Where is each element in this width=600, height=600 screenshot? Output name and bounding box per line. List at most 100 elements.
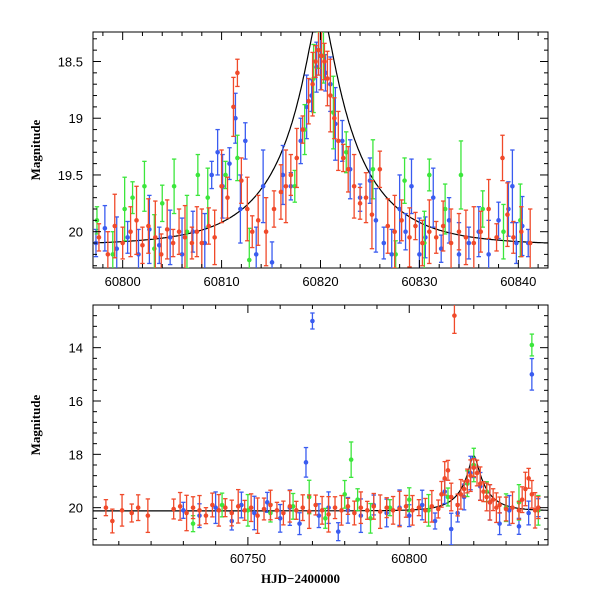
data-point: [212, 209, 217, 266]
data-point: [194, 206, 200, 258]
data-point: [167, 209, 173, 266]
data-point: [358, 491, 364, 525]
data-point: [486, 178, 491, 240]
data-point: [518, 206, 524, 258]
data-point: [445, 459, 451, 481]
data-point: [134, 185, 139, 256]
data-point: [529, 333, 535, 357]
data-point: [427, 199, 432, 265]
data-point: [523, 471, 528, 507]
data-point: [319, 495, 325, 525]
data-point: [255, 497, 260, 535]
data-point: [336, 110, 341, 172]
data-point: [210, 492, 215, 518]
data-point: [310, 51, 315, 117]
data-point: [455, 493, 460, 517]
data-point: [328, 58, 333, 133]
data-point: [352, 500, 357, 526]
data-point: [306, 494, 312, 530]
data-point: [271, 190, 277, 228]
data-point: [102, 204, 108, 252]
x-tick-label: 60820: [302, 274, 338, 289]
data-point: [410, 494, 415, 526]
data-point: [340, 143, 346, 173]
data-point: [245, 176, 250, 242]
x-axis-label: HJD−2400000: [261, 571, 340, 586]
y-tick-label: 20: [69, 225, 83, 240]
data-point: [478, 210, 484, 253]
data-point: [355, 488, 360, 512]
data-point: [484, 482, 489, 512]
data-point: [516, 517, 522, 535]
y-tick-label: 19: [69, 111, 83, 126]
data-point: [490, 488, 496, 512]
data-point: [527, 208, 533, 268]
data-point: [297, 512, 302, 536]
data-point: [243, 122, 248, 160]
data-point: [235, 488, 241, 524]
data-point: [403, 212, 408, 251]
data-point: [416, 499, 422, 517]
x-tick-label: 60840: [500, 274, 536, 289]
top-panel: 60800 60810 60820 60830 60840 18.5 19 19.5 20 Mag…: [28, 31, 549, 289]
data-point: [381, 226, 387, 260]
data-point: [505, 182, 510, 248]
data-point: [128, 206, 133, 258]
data-point: [377, 494, 383, 530]
data-point: [176, 208, 182, 256]
x-tick-label: 60800: [105, 274, 141, 289]
data-point: [438, 234, 444, 263]
data-point: [323, 507, 328, 529]
data-point: [181, 501, 186, 519]
data-point: [206, 207, 212, 245]
data-point: [229, 499, 235, 527]
data-point: [357, 186, 363, 220]
data-point: [510, 149, 515, 224]
x-tick-label: 60830: [401, 274, 437, 289]
data-point: [225, 176, 230, 219]
data-point: [171, 158, 177, 215]
data-point: [326, 495, 331, 533]
data-point: [519, 486, 525, 514]
data-point: [310, 312, 315, 330]
data-point: [430, 167, 436, 228]
data-point: [345, 497, 351, 515]
data-point: [325, 50, 330, 107]
data-point: [184, 194, 190, 268]
data-point: [142, 160, 147, 212]
data-point: [448, 512, 454, 545]
data-point: [506, 494, 512, 526]
y-tick-label: 20: [69, 501, 83, 516]
data-point: [384, 497, 389, 519]
data-point: [313, 494, 318, 516]
data-point: [501, 203, 506, 260]
data-point: [494, 492, 499, 524]
data-point: [319, 32, 324, 91]
data-point: [252, 495, 257, 531]
data-point: [442, 460, 448, 496]
y-tick-label: 14: [69, 341, 83, 356]
data-point: [435, 499, 441, 519]
data-point: [426, 493, 431, 527]
data-point: [213, 491, 218, 525]
data-point: [466, 226, 472, 260]
data-point: [105, 231, 111, 268]
data-point: [397, 174, 402, 244]
data-point: [238, 174, 243, 244]
data-point: [112, 193, 118, 259]
data-point: [445, 487, 451, 507]
data-point: [427, 158, 432, 192]
data-point: [458, 140, 464, 210]
data-point: [298, 117, 304, 165]
data-point: [215, 128, 220, 176]
data-point: [182, 204, 188, 268]
data-point: [510, 491, 515, 525]
data-point: [235, 58, 240, 88]
data-point: [135, 494, 141, 522]
data-point: [268, 489, 273, 521]
data-point: [219, 149, 224, 224]
data-point: [278, 164, 284, 220]
data-point: [239, 157, 244, 204]
data-point: [532, 491, 538, 529]
